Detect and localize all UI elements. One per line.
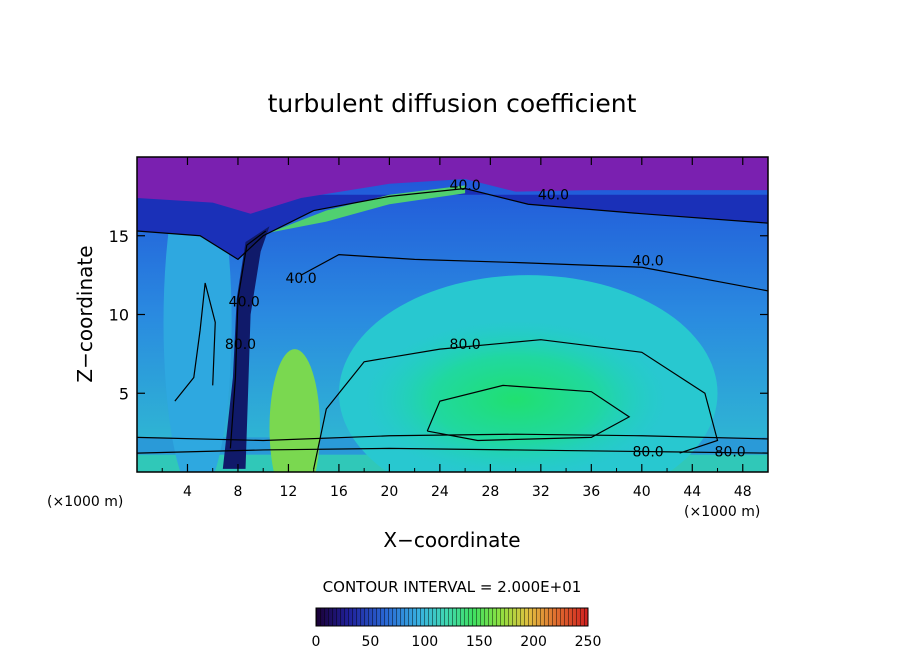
x-tick-label: 48	[734, 484, 752, 500]
x-tick-label: 20	[380, 484, 398, 500]
field-eddy-core	[364, 320, 667, 472]
x-axis-ticks: 4 8 12 16 20 24 28 32 36 40 44 48	[161, 157, 752, 500]
contour-label: 80.0	[225, 337, 256, 353]
colorbar-frame	[315, 607, 589, 627]
contour-label: 40.0	[538, 188, 569, 204]
x-tick-label: 4	[183, 484, 192, 500]
y-tick-label: 15	[109, 227, 129, 246]
contour-line-surface	[137, 447, 768, 454]
field-plume-column	[222, 226, 270, 469]
contour-interval-text: CONTOUR INTERVAL = 2.000E+01	[323, 578, 582, 596]
x-tick-label: 28	[481, 484, 499, 500]
x-tick-label: 32	[532, 484, 550, 500]
contour-label: 40.0	[450, 178, 481, 194]
x-unit-right: (×1000 m)	[684, 504, 760, 520]
contour-line-lower	[137, 433, 768, 442]
colorbar-tick-label: 200	[520, 634, 547, 650]
colorbar-contour-lines	[316, 608, 588, 626]
colorbar-ticks: 0 50 100 150 200 250	[312, 634, 602, 650]
colorbar-tick-label: 100	[411, 634, 438, 650]
contour-label: 80.0	[715, 444, 746, 460]
colorbar-tick-label: 50	[361, 634, 379, 650]
contour-line-eddy-80	[313, 339, 719, 469]
colorbar: 0 50 100 150 200 250	[312, 607, 602, 650]
contour-label: 40.0	[229, 295, 260, 311]
contour-line-mid-40	[300, 254, 768, 292]
field-plume-base	[269, 349, 320, 472]
x-tick-label: 36	[582, 484, 600, 500]
heatmap-field	[137, 157, 768, 472]
colorbar-tick-label: 150	[466, 634, 493, 650]
contour-label: 40.0	[633, 254, 664, 270]
y-tick-label: 5	[119, 384, 129, 403]
x-unit-left: (×1000 m)	[47, 494, 123, 510]
x-tick-label: 24	[431, 484, 449, 500]
field-upper-stable-region	[137, 157, 768, 214]
colorbar-tick-label: 250	[575, 634, 602, 650]
field-shear-band	[269, 185, 466, 233]
field-upper-layer	[137, 188, 768, 260]
x-tick-label: 8	[233, 484, 242, 500]
chart-title: turbulent diffusion coefficient	[268, 89, 637, 118]
y-tick-label: 10	[109, 306, 129, 325]
contour-line-eddy-core	[426, 384, 631, 442]
contour-line-upper-40	[137, 187, 768, 261]
y-axis-label: Z−coordinate	[73, 245, 97, 382]
y-axis-ticks: 5 10 15	[109, 227, 768, 403]
contour-labels: 40.0 40.0 40.0 40.0 40.0 80.0 80.0 80.0 80.0	[225, 178, 746, 460]
x-tick-label: 16	[330, 484, 348, 500]
contour-label: 40.0	[285, 271, 316, 287]
contour-line-left-lobe	[174, 282, 216, 402]
x-axis-label: X−coordinate	[383, 528, 520, 552]
x-tick-label: 12	[280, 484, 298, 500]
x-tick-label: 44	[683, 484, 701, 500]
contour-label: 80.0	[633, 444, 664, 460]
colorbar-tick-label: 0	[312, 634, 321, 650]
contour-label: 80.0	[450, 337, 481, 353]
contour-line-plume	[229, 230, 267, 449]
x-tick-label: 40	[633, 484, 651, 500]
